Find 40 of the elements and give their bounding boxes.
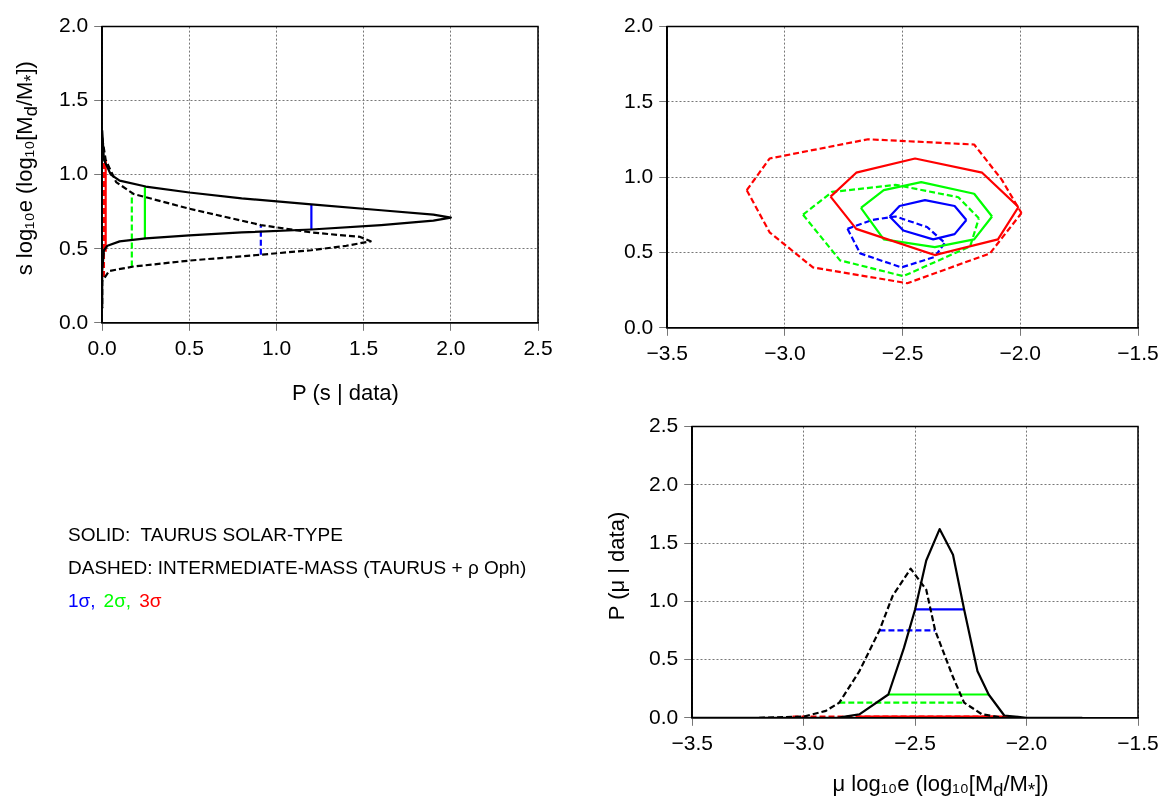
y-axis-title: P (μ | data) — [604, 511, 630, 620]
y-tick-label: 1.5 — [648, 529, 679, 553]
y-tick-label: 0.0 — [58, 309, 89, 333]
x-tick-label: −3.0 — [764, 341, 806, 365]
text: DASHED: INTERMEDIATE-MASS (TAURUS + ρ Oph) — [68, 556, 528, 580]
x-tick-label: −1.5 — [1117, 731, 1159, 755]
x-tick-label: 2.5 — [523, 336, 553, 360]
y-tick-label: 0.5 — [623, 239, 654, 263]
y-tick-label: 2.0 — [648, 471, 679, 495]
y-tick-label: 0.0 — [648, 704, 679, 728]
x-tick-label: 0.5 — [174, 336, 204, 360]
y-tick-label: 2.0 — [623, 13, 654, 37]
x-tick-label: 2.0 — [436, 336, 466, 360]
x-axis-title: μ log₁₀e (log₁₀[M$_{d}$/M$_{*}$]) — [831, 770, 1050, 801]
y-tick-label: 0.5 — [58, 235, 89, 259]
x-tick-label: −3.0 — [782, 731, 825, 755]
text: 2σ, — [103, 590, 132, 611]
x-axis-title: P (s | data) — [291, 380, 400, 406]
x-tick-label: −1.5 — [1117, 341, 1159, 365]
y-tick-label: 0.0 — [623, 314, 654, 338]
y-tick-label: 1.5 — [623, 88, 654, 112]
x-tick-label: 1.5 — [349, 336, 379, 360]
y-tick-label: 1.5 — [58, 87, 89, 111]
x-tick-label: −2.5 — [881, 341, 924, 365]
y-tick-label: 2.0 — [58, 13, 89, 37]
y-tick-label: 1.0 — [623, 164, 654, 187]
y-tick-label: 1.0 — [648, 588, 679, 612]
x-tick-label: 1.0 — [261, 336, 292, 360]
x-tick-label: −2.0 — [1005, 731, 1048, 755]
text: 3σ — [139, 590, 162, 611]
x-tick-label: −3.5 — [671, 731, 713, 755]
text: 1σ, — [68, 590, 96, 611]
x-tick-label: −2.0 — [999, 341, 1042, 365]
y-tick-label: 1.0 — [58, 161, 89, 185]
x-tick-label: −3.5 — [646, 341, 688, 365]
x-tick-label: −2.5 — [894, 731, 936, 755]
y-tick-label: 2.5 — [648, 413, 679, 437]
text: SOLID: TAURUS SOLAR-TYPE — [68, 523, 344, 547]
y-tick-label: 0.5 — [648, 646, 679, 670]
x-tick-label: 0.0 — [87, 336, 117, 360]
